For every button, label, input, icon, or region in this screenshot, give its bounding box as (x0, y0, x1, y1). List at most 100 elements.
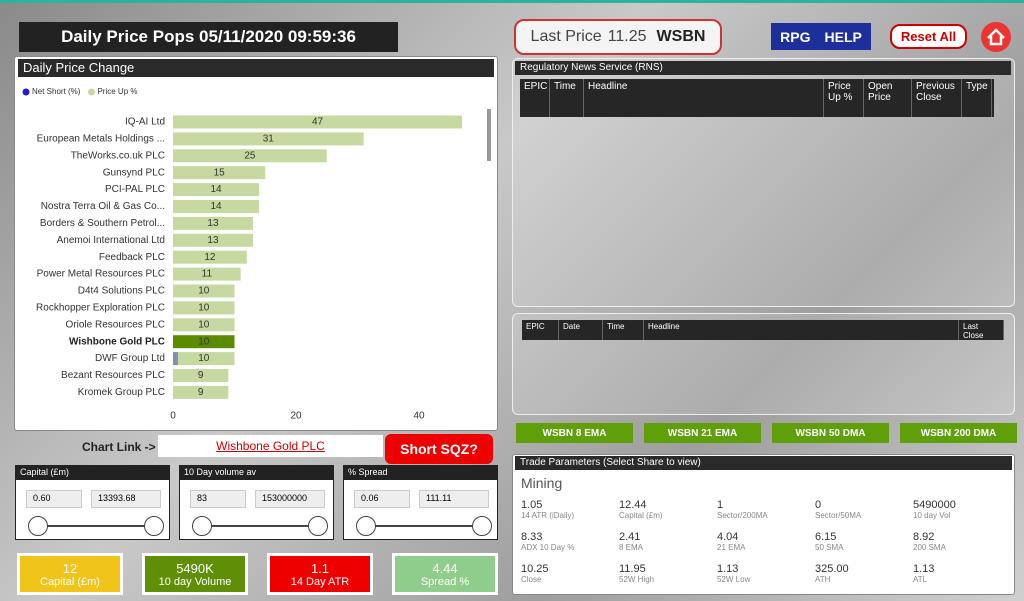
rpg-help[interactable]: RPG HELP (771, 23, 871, 50)
trade-value: 1.13 (717, 563, 739, 575)
home-button[interactable] (981, 22, 1011, 52)
reset-button[interactable]: Reset All (890, 24, 967, 49)
bar-value: 25 (244, 150, 256, 161)
ma-button[interactable]: WSBN 8 EMA (516, 423, 633, 443)
bar-value: 11 (202, 269, 213, 280)
slicer-max[interactable]: 111.11 (419, 490, 489, 508)
trade-label: 10 day Vol (913, 511, 951, 520)
kpi-card: 1.1 14 Day ATR (267, 553, 373, 595)
bar-value: 14 (210, 184, 222, 195)
scrollbar[interactable] (487, 109, 491, 161)
slicer-min[interactable]: 0.60 (26, 490, 82, 508)
bar-value: 10 (198, 303, 210, 314)
column-header[interactable]: EPIC (520, 79, 550, 117)
slicer-max[interactable]: 153000000 (255, 490, 325, 508)
trade-value: 6.15 (815, 531, 837, 543)
slicer-title: % Spread (344, 466, 497, 480)
kpi-value: 12 (62, 560, 78, 576)
column-header[interactable]: EPIC (522, 320, 559, 340)
column-header[interactable]: Last Close (959, 320, 1004, 340)
trade-cell: 1.13 52W Low (717, 563, 815, 584)
bar (173, 318, 235, 332)
y-tick-label: DWF Group Ltd (95, 353, 165, 364)
trade-cell: 4.04 21 EMA (717, 531, 815, 552)
column-header[interactable]: Headline (644, 320, 959, 340)
kpi-label: 10 day Volume (158, 575, 232, 588)
x-tick-label: 40 (413, 411, 425, 422)
y-tick-label: Rockhopper Exploration PLC (36, 303, 165, 314)
last-price-label: Last Price (530, 28, 602, 45)
slider-handle[interactable] (144, 516, 164, 536)
rpg-button[interactable]: RPG (780, 28, 811, 45)
bar-value: 13 (207, 235, 219, 246)
trade-label: ADX 10 Day % (521, 543, 575, 552)
kpi-value: 4.44 (432, 560, 458, 576)
chart-panel: Daily Price Change Net Short (%) Price Up… (14, 56, 498, 431)
trade-value: 325.00 (815, 563, 849, 575)
bar-value: 15 (214, 167, 226, 178)
slider-track (202, 525, 318, 527)
column-header[interactable]: Previous Close (912, 79, 962, 117)
y-tick-label: Borders & Southern Petrol... (40, 218, 165, 229)
trade-label: Capital (£m) (619, 511, 663, 520)
y-tick-label: PCI-PAL PLC (105, 184, 165, 195)
y-tick-label: Oriole Resources PLC (66, 319, 165, 330)
slider-handle[interactable] (28, 516, 48, 536)
bar (173, 301, 235, 315)
y-tick-label: Feedback PLC (99, 252, 165, 263)
trade-cell: 1.13 ATL (913, 563, 1011, 584)
short-sqz-button[interactable]: Short SQZ? (385, 434, 493, 464)
slider-track (38, 525, 154, 527)
help-button[interactable]: HELP (824, 28, 862, 45)
bar (173, 267, 241, 281)
trade-value: 2.41 (619, 531, 641, 543)
kpi-label: Spread % (420, 575, 470, 588)
trade-label: 200 SMA (913, 543, 946, 552)
column-header[interactable]: Price Up % (824, 79, 864, 117)
column-header[interactable]: Time (603, 320, 644, 340)
kpi-value: 5490K (176, 560, 214, 576)
trade-cell: 325.00 ATH (815, 563, 913, 584)
column-header[interactable]: Headline (584, 79, 824, 117)
column-header[interactable]: Time (550, 79, 584, 117)
slider-handle[interactable] (308, 516, 328, 536)
column-header[interactable]: Date (559, 320, 603, 340)
trade-value: 8.92 (913, 531, 935, 543)
bar-value: 10 (198, 286, 210, 297)
bar-value: 10 (198, 319, 210, 330)
chart-title: Daily Price Change (18, 59, 494, 77)
slider-handle[interactable] (356, 516, 376, 536)
kpi-value: 1.1 (310, 560, 330, 576)
legend-label: Net Short (%) (32, 87, 81, 96)
trade-value: 1.05 (521, 499, 543, 511)
trade-value: 11.95 (619, 563, 646, 575)
trade-value: 8.33 (521, 531, 543, 543)
slicer-max[interactable]: 13393.68 (91, 490, 161, 508)
trade-label: 52W High (619, 575, 655, 584)
bar-value: 10 (198, 353, 210, 364)
chart-link[interactable]: Wishbone Gold PLC (158, 435, 383, 457)
column-header[interactable]: Type (962, 79, 992, 117)
slider-handle[interactable] (472, 516, 492, 536)
last-price-value: 11.25 (607, 28, 647, 45)
news-panel: EPIC Date Time Headline Last Close (512, 313, 1015, 415)
ma-button[interactable]: WSBN 21 EMA (644, 423, 761, 443)
trade-label: 21 EMA (717, 543, 746, 552)
ma-button[interactable]: WSBN 50 DMA (772, 423, 889, 443)
slider-handle[interactable] (192, 516, 212, 536)
ma-button[interactable]: WSBN 200 DMA (900, 423, 1017, 443)
trade-cell: 12.44 Capital (£m) (619, 499, 717, 520)
column-header[interactable]: Open Price (864, 79, 912, 117)
bar-chart: Net Short (%) Price Up % 0 20 40 IQ-AI Ltd 47 E… (22, 87, 491, 422)
trade-label: ATL (913, 575, 928, 584)
bar-value: 47 (312, 117, 324, 128)
last-price: Last Price 11.25 WSBN (514, 19, 722, 55)
bar-value: 31 (263, 134, 275, 145)
bar (173, 352, 235, 366)
bar-value: 9 (198, 387, 204, 398)
bar (173, 132, 364, 146)
trade-cell: 11.95 52W High (619, 563, 717, 584)
slicer-min[interactable]: 83 (190, 490, 246, 508)
slicer-min[interactable]: 0.06 (354, 490, 410, 508)
